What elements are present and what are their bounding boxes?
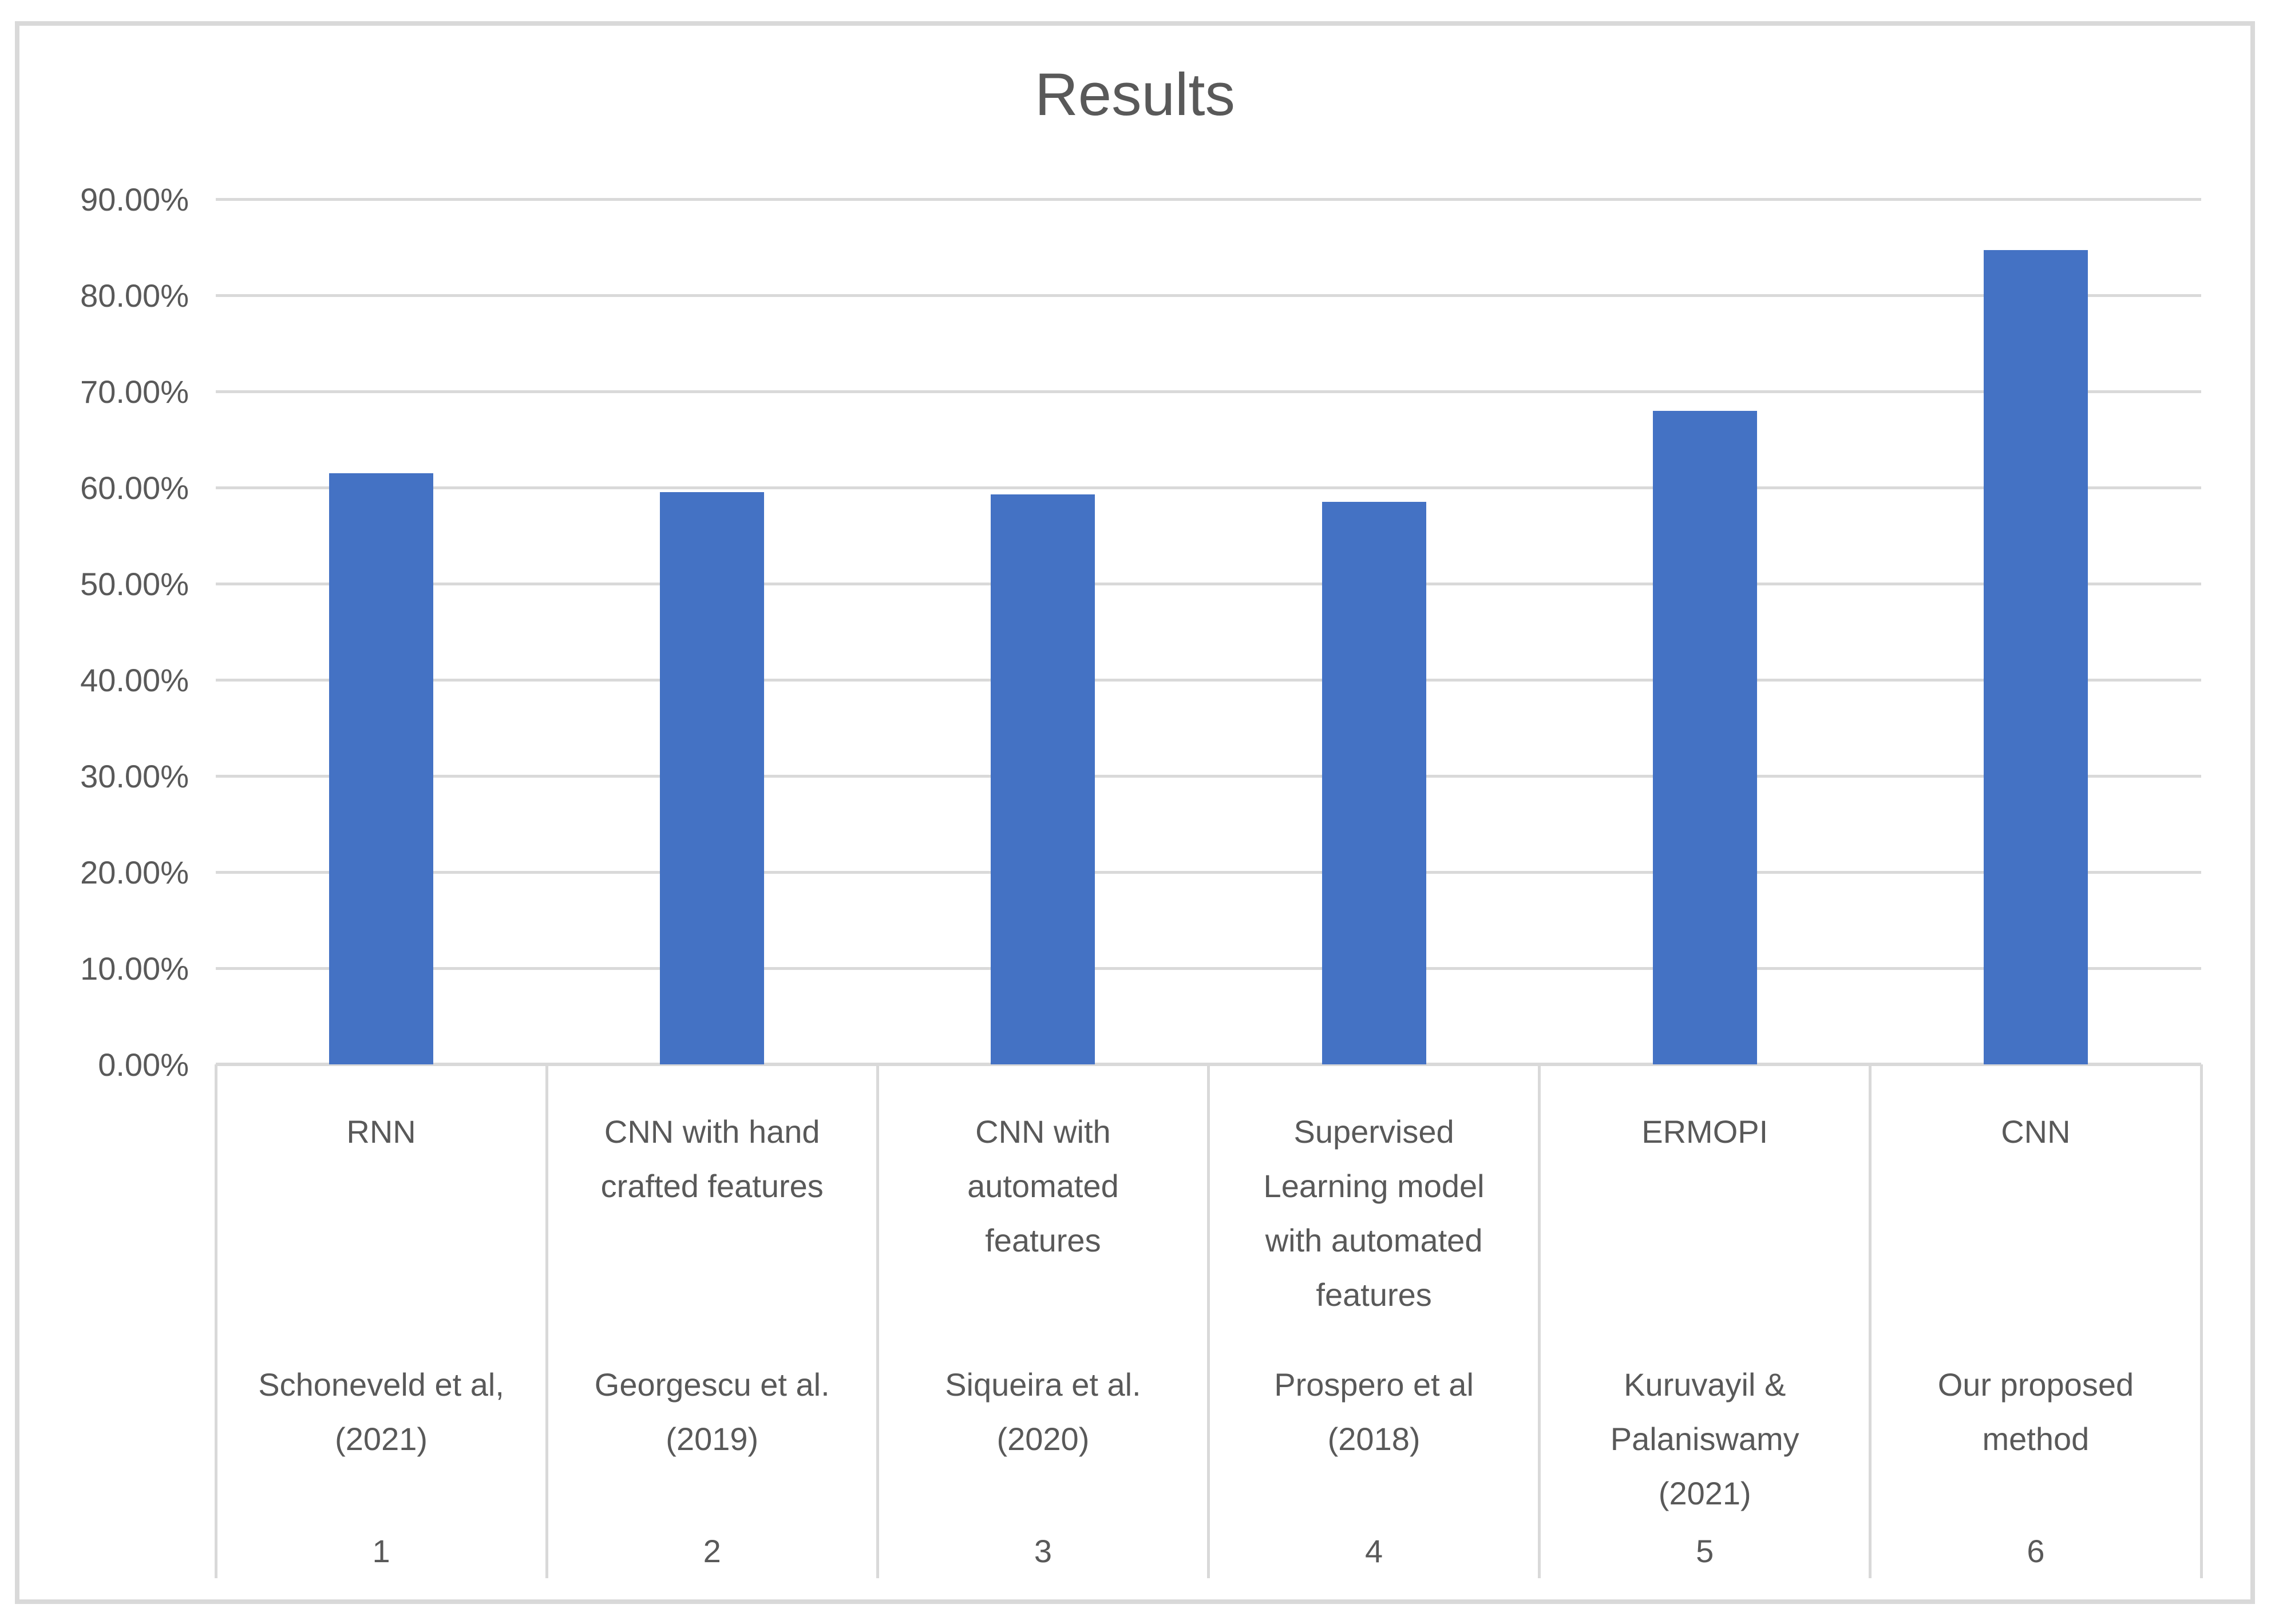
gridline-50.00% — [216, 582, 2201, 585]
category-label-2: CNN with hand crafted features — [600, 1114, 824, 1204]
category-column-separator — [2199, 1064, 2203, 1578]
category-author-3: Siqueira et al. (2020) — [945, 1366, 1141, 1457]
category-number-4: 4 — [1365, 1533, 1383, 1569]
category-number-6: 6 — [2027, 1533, 2045, 1569]
y-tick-label-60.00%: 60.00% — [80, 469, 189, 506]
gridline-20.00% — [216, 870, 2201, 874]
category-author-5: Kuruvayil & Palaniswamy (2021) — [1610, 1366, 1799, 1511]
category-label-4: Supervised Learning model with automated… — [1263, 1114, 1485, 1313]
y-tick-label-30.00%: 30.00% — [80, 758, 189, 794]
y-tick-label-20.00%: 20.00% — [80, 854, 189, 890]
gridline-90.00% — [216, 197, 2201, 201]
y-tick-label-70.00%: 70.00% — [80, 373, 189, 410]
gridline-60.00% — [216, 486, 2201, 489]
category-column-separator — [214, 1064, 217, 1578]
y-tick-label-90.00%: 90.00% — [80, 181, 189, 217]
bar-6[interactable] — [1983, 250, 2088, 1064]
category-author-4: Prospero et al (2018) — [1274, 1366, 1474, 1457]
gridline-30.00% — [216, 774, 2201, 778]
category-number-5: 5 — [1696, 1533, 1714, 1569]
category-column-separator — [1538, 1064, 1541, 1578]
gridline-80.00% — [216, 294, 2201, 297]
y-tick-label-80.00%: 80.00% — [80, 277, 189, 314]
category-column-separator — [1207, 1064, 1210, 1578]
category-number-1: 1 — [372, 1533, 390, 1569]
category-label-3: CNN with automated features — [967, 1114, 1119, 1258]
y-tick-label-50.00%: 50.00% — [80, 565, 189, 602]
category-number-3: 3 — [1034, 1533, 1052, 1569]
category-label-5: ERMOPI — [1641, 1114, 1768, 1150]
category-number-2: 2 — [703, 1533, 721, 1569]
bar-2[interactable] — [660, 492, 765, 1064]
category-author-6: Our proposed method — [1937, 1366, 2134, 1457]
y-tick-label-0.00%: 0.00% — [98, 1046, 189, 1083]
y-tick-label-10.00%: 10.00% — [80, 950, 189, 987]
category-column-separator — [876, 1064, 879, 1578]
category-label-6: CNN — [2001, 1114, 2071, 1150]
category-author-1: Schoneveld et al, (2021) — [258, 1366, 504, 1457]
bar-3[interactable] — [991, 494, 1095, 1064]
bar-4[interactable] — [1322, 502, 1426, 1064]
bar-1[interactable] — [329, 473, 434, 1064]
category-label-1: RNN — [346, 1114, 416, 1150]
gridline-10.00% — [216, 967, 2201, 970]
category-column-separator — [1869, 1064, 1872, 1578]
chart-title: Results — [1034, 61, 1236, 128]
bar-5[interactable] — [1652, 410, 1757, 1064]
category-author-2: Georgescu et al. (2019) — [594, 1366, 830, 1457]
gridline-40.00% — [216, 678, 2201, 682]
category-column-separator — [545, 1064, 548, 1578]
gridline-70.00% — [216, 390, 2201, 393]
y-tick-label-40.00%: 40.00% — [80, 662, 189, 698]
